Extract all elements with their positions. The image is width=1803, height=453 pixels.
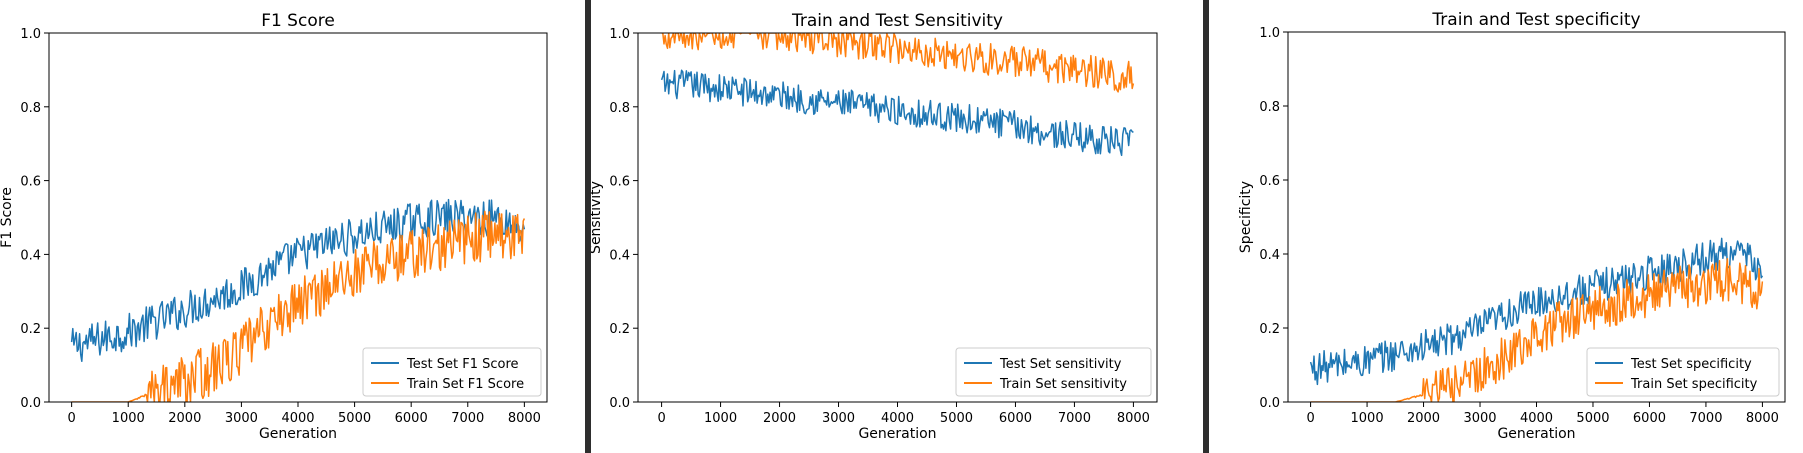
x-axis-label: Generation [1497,426,1575,442]
x-tick-label: 8000 [1746,411,1779,426]
y-tick-label: 0.8 [1259,100,1280,115]
chart-title: Train and Test specificity [1431,10,1640,30]
x-tick-label: 2000 [1407,411,1440,426]
x-axis-label: Generation [259,426,337,442]
series-line-test [1309,237,1764,386]
x-tick-label: 2000 [763,411,796,426]
y-tick-label: 0.4 [609,248,630,263]
x-tick-label: 8000 [1117,411,1150,426]
series-line-test [660,69,1134,157]
x-tick-label: 7000 [1058,411,1091,426]
x-axis-label: Generation [858,426,936,442]
x-tick-label: 5000 [1576,411,1609,426]
x-tick-label: 7000 [451,411,484,426]
panel-separator-1 [585,0,591,453]
y-tick-label: 0.8 [20,101,41,116]
legend: Test Set sensitivity Train Set sensitivit… [955,347,1152,397]
x-tick-label: 0 [657,411,665,426]
y-tick-label: 0.8 [609,101,630,116]
x-tick-label: 1000 [112,411,145,426]
x-tick-label: 4000 [1520,411,1553,426]
x-tick-label: 8000 [508,411,541,426]
y-tick-label: 0.4 [20,248,41,263]
series-line-train [1310,258,1764,402]
x-tick-label: 3000 [225,411,258,426]
y-tick-label: 0.0 [609,396,630,411]
x-tick-label: 5000 [338,411,371,426]
x-tick-label: 6000 [999,411,1032,426]
series-line-test [70,198,526,363]
legend-label-train: Train Set specificity [1630,377,1758,392]
y-tick-label: 1.0 [1259,26,1280,41]
x-tick-label: 4000 [281,411,314,426]
legend: Test Set F1 Score Train Set F1 Score [362,347,542,397]
x-tick-label: 0 [1306,411,1314,426]
chart-panel-specificity: Train and Test specificity 0 1000 2000 3000 4… [1209,0,1803,453]
y-axis-label: Sensitivity [591,181,604,254]
x-tick-label: 5000 [940,411,973,426]
y-tick-label: 0.0 [1259,396,1280,411]
y-tick-label: 0.2 [1259,322,1280,337]
x-tick-label: 6000 [395,411,428,426]
series-line-train [71,210,526,402]
chart-title: F1 Score [261,11,335,31]
f1-score-chart: F1 Score 0 1000 2000 3000 4000 5000 6000 7000 800… [0,11,548,442]
legend: Test Set specificity Train Set specificit… [1586,347,1780,397]
y-tick-label: 0.2 [609,322,630,337]
x-tick-label: 7000 [1689,411,1722,426]
y-tick-label: 1.0 [20,27,41,42]
legend-label-train: Train Set F1 Score [406,377,524,392]
chart-panel-sensitivity: Train and Test Sensitivity 0 1000 2000 3000 4… [591,0,1203,453]
legend-label-train: Train Set sensitivity [999,377,1127,392]
x-tick-label: 1000 [704,411,737,426]
x-tick-label: 6000 [1633,411,1666,426]
chart-panel-f1: F1 Score 0 1000 2000 3000 4000 5000 6000 7000 800… [0,0,585,453]
x-tick-label: 3000 [822,411,855,426]
x-tick-label: 2000 [168,411,201,426]
legend-label-test: Test Set sensitivity [999,357,1122,372]
y-tick-label: 0.2 [20,322,41,337]
x-tick-label: 3000 [1463,411,1496,426]
y-tick-label: 1.0 [609,27,630,42]
legend-label-test: Test Set specificity [1630,357,1752,372]
specificity-chart: Train and Test specificity 0 1000 2000 3000 4… [1238,10,1786,442]
plot-frame [1287,31,1786,403]
x-tick-label: 1000 [1351,411,1384,426]
x-tick-label: 4000 [881,411,914,426]
x-tick-label: 0 [67,411,75,426]
y-tick-label: 0.6 [609,175,630,190]
y-tick-label: 0.0 [20,396,41,411]
y-axis-label: Specificity [1238,181,1254,253]
sensitivity-chart: Train and Test Sensitivity 0 1000 2000 3000 4… [591,11,1158,442]
y-tick-label: 0.6 [1259,174,1280,189]
chart-title: Train and Test Sensitivity [791,11,1003,31]
legend-label-test: Test Set F1 Score [406,357,519,372]
y-tick-label: 0.6 [20,175,41,190]
y-tick-label: 0.4 [1259,248,1280,263]
panel-separator-2 [1203,0,1209,453]
y-axis-label: F1 Score [0,187,15,248]
